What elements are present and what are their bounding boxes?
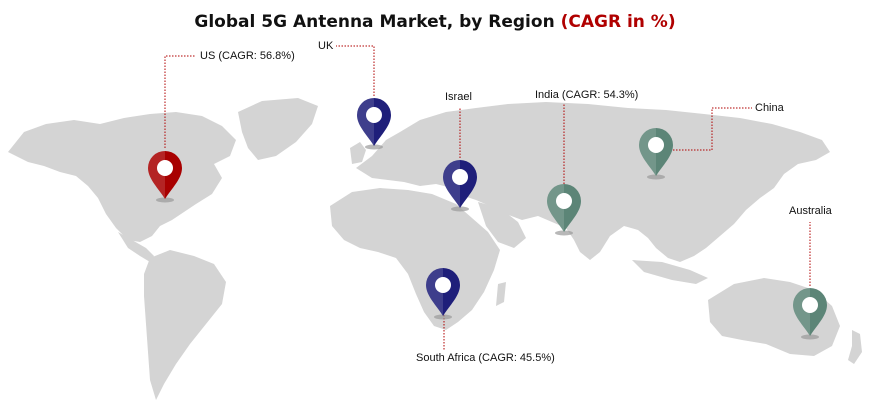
eurasia: [356, 102, 830, 262]
leader-line-china: [673, 107, 752, 151]
marker-shadow: [365, 144, 383, 150]
leader-line-us: [164, 55, 196, 148]
map-title-accent: (CAGR in %): [560, 12, 676, 32]
pin-center: [435, 277, 451, 293]
map-title: Global 5G Antenna Market, by Region (CAG…: [0, 12, 870, 32]
marker-shadow: [156, 197, 174, 203]
marker-israel: [443, 160, 477, 212]
africa: [330, 188, 500, 330]
madagascar: [496, 282, 506, 306]
marker-shadow: [555, 230, 573, 236]
pin-center: [452, 169, 468, 185]
marker-shadow: [647, 174, 665, 180]
marker-south-africa: [426, 268, 460, 320]
pin-center: [366, 107, 382, 123]
marker-india: [547, 184, 581, 236]
new-zealand: [848, 330, 862, 364]
markers: [148, 98, 827, 340]
label-india: India (CAGR: 54.3%): [535, 89, 639, 101]
label-israel: Israel: [445, 91, 472, 103]
pin-center: [648, 137, 664, 153]
pin-center: [556, 193, 572, 209]
south-america: [144, 250, 226, 400]
se-asia-islands: [632, 260, 708, 284]
marker-shadow: [801, 334, 819, 340]
pin-center: [157, 160, 173, 176]
pin-center: [802, 297, 818, 313]
marker-china: [639, 128, 673, 180]
north-america: [8, 112, 236, 242]
map-title-main: Global 5G Antenna Market, by Region: [194, 12, 555, 32]
label-south-africa: South Africa (CAGR: 45.5%): [416, 352, 555, 364]
marker-australia: [793, 288, 827, 340]
marker-us: [148, 151, 182, 203]
label-uk: UK: [318, 40, 334, 52]
label-australia: Australia: [789, 205, 832, 217]
central-america: [118, 232, 154, 262]
leader-line-uk: [336, 45, 375, 96]
british-isles: [350, 142, 366, 164]
japan: [708, 168, 724, 194]
greenland: [238, 98, 318, 160]
label-china: China: [755, 102, 784, 114]
marker-shadow: [451, 206, 469, 212]
arabia: [478, 202, 526, 248]
marker-shadow: [434, 314, 452, 320]
label-us: US (CAGR: 56.8%): [200, 50, 295, 62]
marker-uk: [357, 98, 391, 150]
